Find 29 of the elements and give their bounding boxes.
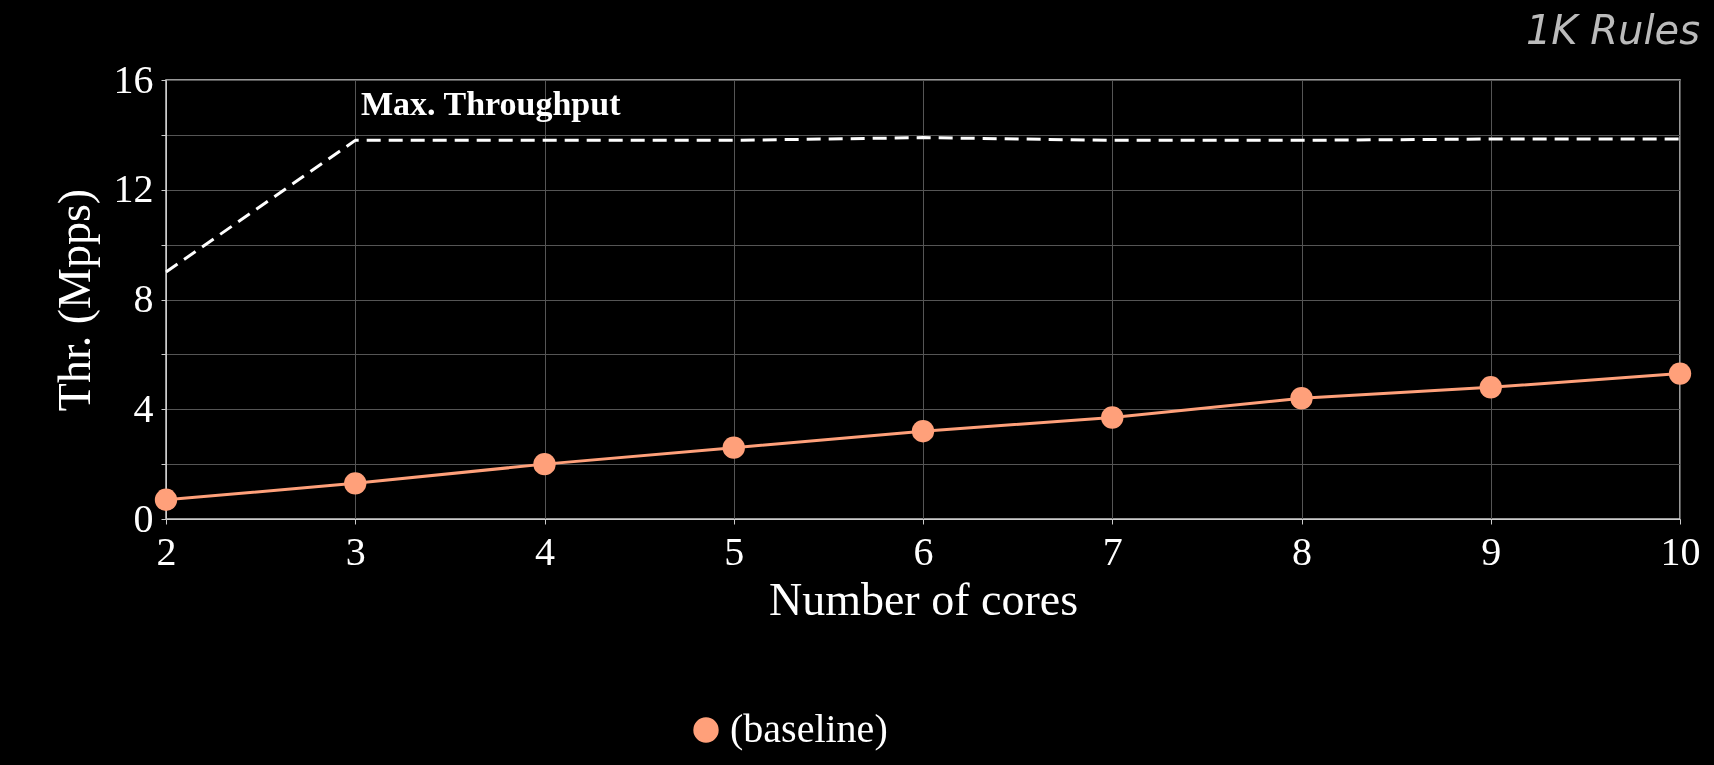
point — [533, 452, 556, 476]
x-tick-label: 5 — [724, 528, 745, 574]
y-tick-label: 4 — [133, 385, 154, 431]
point — [1101, 406, 1124, 429]
x-tick-label: 3 — [345, 528, 366, 574]
x-tick-label: 6 — [913, 528, 934, 574]
chart-title: 1K Rules — [1525, 7, 1700, 53]
point — [1290, 387, 1313, 410]
point — [722, 436, 745, 459]
x-tick-label: 10 — [1660, 528, 1701, 574]
point — [154, 488, 178, 511]
annotation: Max. Throughput — [361, 85, 622, 122]
x-tick-label: 4 — [535, 528, 555, 574]
x-tick-label: 2 — [156, 528, 177, 574]
x-tick-label: 8 — [1292, 528, 1312, 574]
y-axis-title: Thr. (Mpps) — [48, 188, 100, 412]
y-tick-label: 12 — [113, 166, 154, 212]
x-tick-label: 9 — [1481, 528, 1502, 574]
x-tick-label: 7 — [1102, 528, 1123, 574]
line-series — [164, 136, 1682, 274]
y-tick-label: 8 — [133, 276, 154, 321]
point — [344, 472, 367, 495]
y-tick-label: 16 — [113, 56, 154, 102]
y-tick-label: 0 — [133, 495, 154, 541]
point — [911, 420, 935, 443]
point — [1479, 376, 1502, 399]
legend-label: (baseline) — [730, 706, 888, 751]
point — [1668, 362, 1692, 385]
x-axis-title: Number of cores — [768, 573, 1079, 625]
